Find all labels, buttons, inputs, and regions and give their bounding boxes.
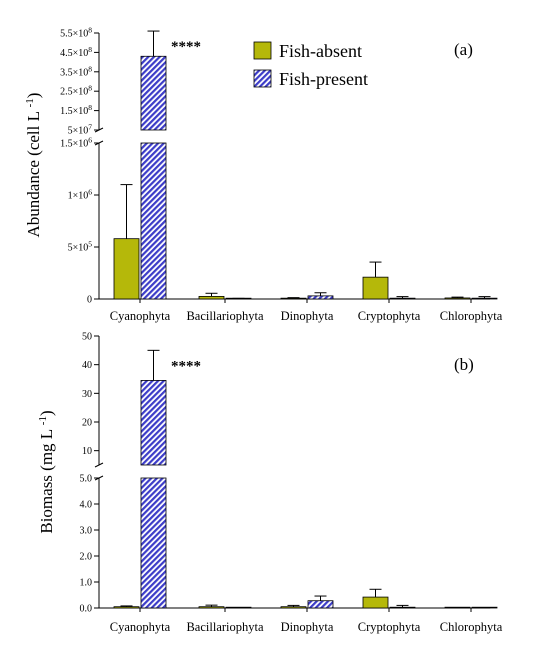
panel-b-biomass: 0.0 1.0 2.0 3.0 4.0 5.0 10 20 30 40 50 Cyanophyta Ba…	[37, 332, 503, 635]
bar-fish-absent-cryptophyta	[362, 276, 389, 300]
panel-label: (b)	[454, 355, 474, 374]
bar-fish-present-dinophyta	[307, 600, 334, 609]
legend: Fish-absent Fish-present	[253, 41, 368, 89]
x-tick-label: Bacillariophyta	[186, 309, 264, 323]
y-tick-label: 5.5×108	[60, 26, 92, 40]
panel-label: (a)	[454, 40, 473, 59]
axis-break-mark-bottom	[94, 475, 104, 481]
y-tick-label: 1.5×108	[60, 103, 92, 117]
bar-fish-present-cyanophyta-lower	[140, 477, 167, 609]
y-tick-label: 5×107	[68, 123, 93, 137]
bar-fish-present-dinophyta	[307, 295, 334, 300]
significance-annotation: ****	[171, 39, 201, 55]
bar-fish-present-cryptophyta	[389, 297, 416, 300]
significance-annotation: ****	[171, 358, 201, 374]
y-tick-label: 2.0	[80, 552, 93, 563]
y-tick-label: 20	[82, 418, 92, 429]
axis-break-mark-bottom	[94, 140, 104, 146]
y-tick-label: 3.5×108	[60, 64, 92, 78]
axis-break-gap	[93, 130, 173, 143]
bar-fish-present-cyanophyta-lower	[140, 142, 167, 300]
x-tick-label: Dinophyta	[281, 309, 334, 323]
axis-break-gap	[93, 465, 173, 478]
y-tick-label: 5×105	[68, 240, 93, 254]
bar-fish-absent-cyanophyta	[113, 606, 140, 609]
y-tick-label: 0	[87, 295, 92, 306]
x-tick-label: Cyanophyta	[110, 620, 171, 634]
y-tick-label: 10	[82, 446, 92, 457]
bar-fish-present-chlorophyta	[471, 297, 498, 300]
y-tick-label: 0.0	[80, 604, 93, 615]
bar-fish-absent-cryptophyta	[362, 596, 389, 609]
axis-break-mark-top	[94, 462, 104, 468]
x-tick-label: Bacillariophyta	[186, 620, 264, 634]
y-tick-label: 4.0	[80, 500, 93, 511]
y-tick-label: 50	[82, 332, 92, 343]
bar-fish-absent-chlorophyta	[444, 297, 471, 300]
y-tick-label: 2.5×108	[60, 84, 92, 98]
y-tick-label: 40	[82, 360, 92, 371]
y-tick-label: 5.0	[80, 474, 93, 485]
legend-label-fish-absent: Fish-absent	[279, 41, 362, 61]
y-axis-label: Biomass (mg L -1)	[37, 410, 56, 533]
legend-label-fish-present: Fish-present	[279, 69, 368, 89]
bar-fish-absent-dinophyta	[280, 606, 307, 609]
x-tick-label: Cyanophyta	[110, 309, 171, 323]
legend-swatch-fish-absent	[253, 41, 272, 60]
legend-swatch-fish-present	[253, 69, 272, 88]
bar-fish-present-cryptophyta	[389, 606, 416, 609]
bar-fish-present-cyanophyta-upper	[140, 55, 167, 131]
y-tick-label: 1×106	[68, 188, 93, 202]
y-axis-label: Abundance (cell L -1)	[24, 93, 43, 238]
bar-fish-absent-dinophyta	[280, 297, 307, 300]
axis-break-mark-top	[94, 127, 104, 133]
bar-fish-absent-cyanophyta	[113, 238, 140, 300]
x-tick-label: Cryptophyta	[358, 620, 421, 634]
bar-fish-present-cyanophyta-upper	[140, 380, 167, 466]
y-tick-label: 1.0	[80, 578, 93, 589]
bar-fish-absent-bacillariophyta	[198, 606, 225, 609]
bar-fish-absent-bacillariophyta	[198, 295, 225, 300]
y-tick-label: 30	[82, 389, 92, 400]
y-tick-label: 4.5×108	[60, 45, 92, 59]
y-tick-label: 3.0	[80, 526, 93, 537]
x-tick-label: Dinophyta	[281, 620, 334, 634]
x-tick-label: Cryptophyta	[358, 309, 421, 323]
x-tick-label: Chlorophyta	[440, 620, 503, 634]
y-tick-label: 1.5×106	[60, 136, 92, 150]
x-tick-label: Chlorophyta	[440, 309, 503, 323]
